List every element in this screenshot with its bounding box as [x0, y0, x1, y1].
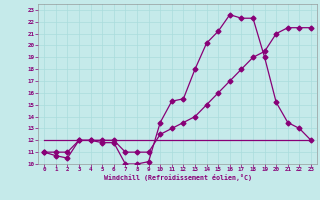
- X-axis label: Windchill (Refroidissement éolien,°C): Windchill (Refroidissement éolien,°C): [104, 174, 252, 181]
